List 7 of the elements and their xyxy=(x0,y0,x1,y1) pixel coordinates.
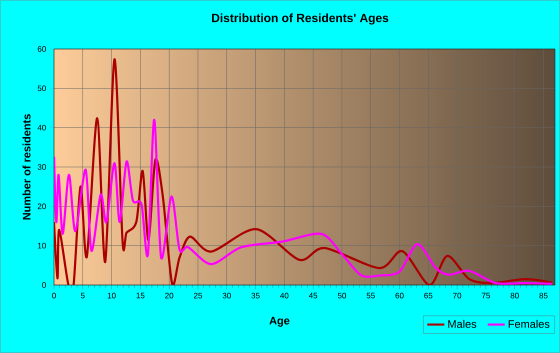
y-axis-title: Number of residents xyxy=(22,114,31,220)
legend-label: Females xyxy=(508,320,550,328)
x-axis-title: Age xyxy=(269,316,290,327)
line-series xyxy=(54,118,554,285)
chart-title: Distribution of Residents' Ages xyxy=(212,13,388,25)
line-series xyxy=(54,58,554,285)
legend-label: Males xyxy=(448,320,476,328)
